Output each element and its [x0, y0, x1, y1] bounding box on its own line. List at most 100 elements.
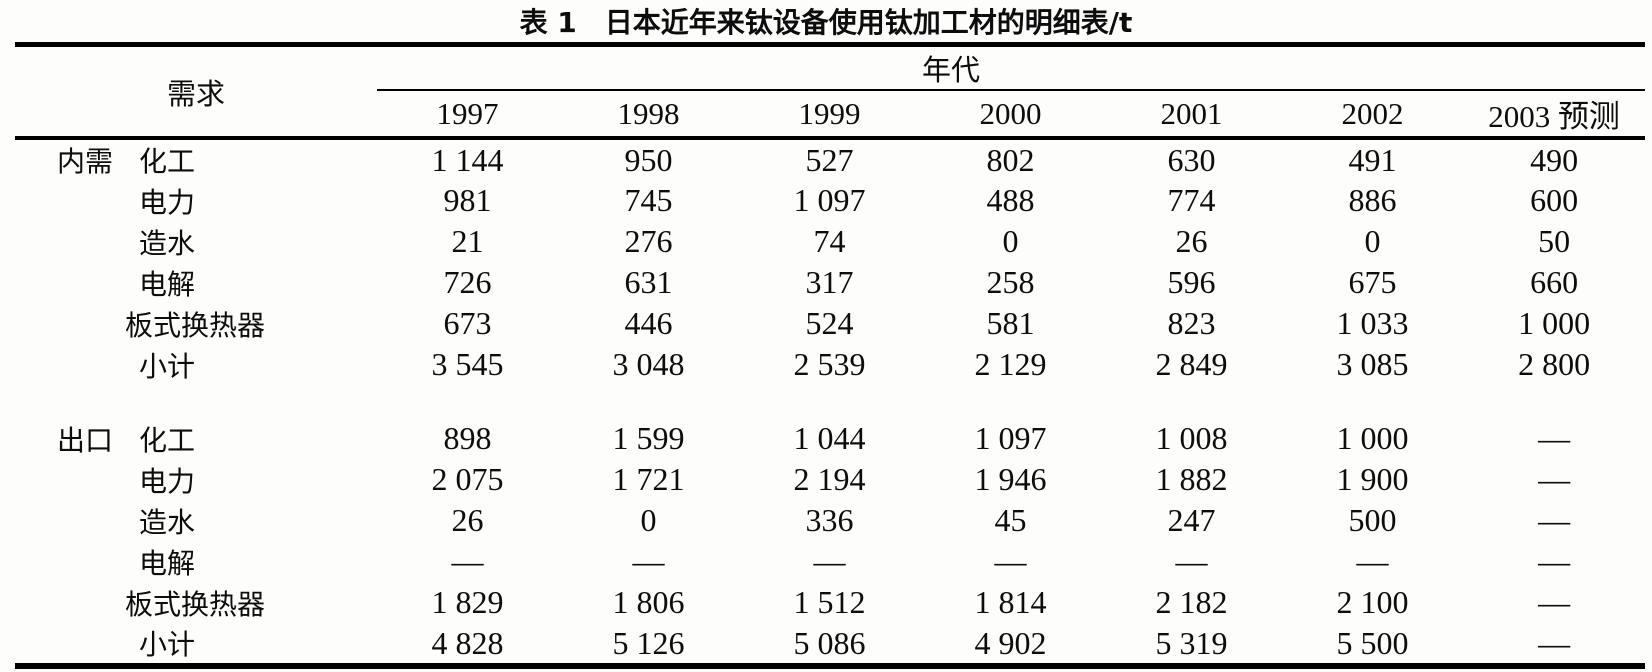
- spacer-cell: [209, 418, 377, 459]
- year-header: 2002: [1282, 90, 1464, 140]
- section-label: [15, 459, 125, 500]
- section-label: 内需: [57, 145, 114, 178]
- row-category-label: 化工: [138, 423, 195, 457]
- value-cell: 802: [986, 141, 1035, 178]
- spacer-cell: [209, 262, 377, 303]
- value-cell: 600: [1530, 182, 1579, 218]
- row-category-label: 电解: [138, 267, 195, 301]
- section-label: [15, 303, 125, 344]
- row-category-label: 板式换热器: [125, 308, 266, 342]
- value-cell: 1 000: [1336, 420, 1409, 456]
- value-cell: 247: [1167, 502, 1216, 538]
- era-group-header: 年代: [377, 44, 1646, 91]
- value-cell: 675: [1348, 264, 1397, 300]
- table-row: 小计 3 545 3 048 2 539 2 129 2 849 3 085 2 800: [15, 344, 1645, 385]
- value-cell: 1 806: [612, 584, 685, 620]
- value-cell: —: [632, 543, 665, 579]
- value-cell: —: [1175, 543, 1208, 579]
- value-cell: 2 539: [793, 346, 866, 382]
- table-row: 出口 化工 898 1 599 1 044 1 097 1 008 1 000 —: [15, 418, 1645, 459]
- value-cell: 774: [1167, 182, 1216, 218]
- table-row: 电力 981 745 1 097 488 774 886 600: [15, 180, 1645, 221]
- value-cell: —: [451, 543, 484, 579]
- value-cell: 1 512: [793, 584, 866, 620]
- demand-column-header: 需求: [15, 44, 378, 140]
- value-cell: 446: [624, 305, 673, 341]
- value-cell: 490: [1530, 141, 1579, 178]
- value-cell: 1 044: [793, 420, 866, 456]
- value-cell: 1 900: [1336, 461, 1409, 497]
- table-row: 小计 4 828 5 126 5 086 4 902 5 319 5 500 —: [15, 623, 1645, 666]
- row-category-label: 小计: [138, 628, 195, 661]
- value-cell: —: [813, 543, 846, 579]
- value-cell: 2 075: [431, 461, 504, 497]
- value-cell: 500: [1348, 502, 1397, 538]
- value-cell: 50: [1538, 223, 1571, 259]
- section-label: [15, 262, 125, 303]
- value-cell: 2 182: [1155, 584, 1228, 620]
- value-cell: —: [1538, 624, 1571, 661]
- value-cell: 1 599: [612, 420, 685, 456]
- section-gap-cell: [15, 385, 1645, 418]
- year-header: 2000: [920, 90, 1102, 140]
- value-cell: 21: [451, 223, 484, 259]
- table-header: 需求 年代 1997 1998 1999 2000 2001 2002 2003…: [15, 44, 1646, 140]
- value-cell: 2 800: [1518, 346, 1591, 382]
- value-cell: 336: [805, 502, 854, 538]
- value-cell: 276: [624, 223, 673, 259]
- value-cell: —: [1538, 543, 1571, 579]
- section-gap-row: [15, 385, 1645, 418]
- year-header: 2001: [1101, 90, 1283, 140]
- value-cell: 26: [451, 502, 484, 538]
- year-header: 1999: [739, 90, 921, 140]
- value-cell: 488: [986, 182, 1035, 218]
- spacer-cell: [209, 344, 377, 385]
- table-row: 造水 21 276 74 0 26 0 50: [15, 221, 1645, 262]
- value-cell: —: [1356, 543, 1389, 579]
- spacer-cell: [209, 459, 377, 500]
- value-cell: 1 144: [431, 141, 504, 178]
- row-category-label: 电力: [138, 464, 195, 498]
- row-category-label: 板式换热器: [125, 587, 266, 621]
- spacer-cell: [209, 541, 377, 582]
- value-cell: 1 721: [612, 461, 685, 497]
- value-cell: 74: [813, 223, 846, 259]
- value-cell: 581: [986, 305, 1035, 341]
- year-header: 1997: [377, 90, 559, 140]
- value-cell: —: [1538, 420, 1571, 456]
- value-cell: 5 086: [793, 624, 866, 661]
- value-cell: 0: [1364, 223, 1381, 259]
- spacer-cell: [209, 500, 377, 541]
- table-row: 电解 — — — — — — —: [15, 541, 1645, 582]
- value-cell: 673: [443, 305, 492, 341]
- value-cell: 3 545: [431, 346, 504, 382]
- row-category-label: 小计: [138, 349, 195, 383]
- table-row: 板式换热器 673 446 524 581 823 1 033 1 000: [15, 303, 1645, 344]
- value-cell: 0: [1002, 223, 1019, 259]
- value-cell: 823: [1167, 305, 1216, 341]
- table-row: 电解 726 631 317 258 596 675 660: [15, 262, 1645, 303]
- value-cell: —: [1538, 502, 1571, 538]
- value-cell: 1 000: [1518, 305, 1591, 341]
- value-cell: 630: [1167, 141, 1216, 178]
- row-category-label: 化工: [138, 145, 195, 178]
- value-cell: —: [994, 543, 1027, 579]
- row-category-label: 电力: [138, 185, 195, 219]
- value-cell: 3 085: [1336, 346, 1409, 382]
- table-title: 表 1 日本近年来钛设备使用钛加工材的明细表/t: [519, 6, 1133, 39]
- section-label: [15, 582, 125, 623]
- value-cell: 527: [805, 141, 854, 178]
- value-cell: 2 849: [1155, 346, 1228, 382]
- spacer-cell: [209, 138, 377, 180]
- row-category-label: 造水: [138, 226, 195, 260]
- table-row: 电力 2 075 1 721 2 194 1 946 1 882 1 900 —: [15, 459, 1645, 500]
- value-cell: 5 126: [612, 624, 685, 661]
- value-cell: 1 946: [974, 461, 1047, 497]
- value-cell: 886: [1348, 182, 1397, 218]
- year-header: 1998: [558, 90, 740, 140]
- value-cell: 1 008: [1155, 420, 1228, 456]
- value-cell: 1 097: [793, 182, 866, 218]
- table-row: 造水 26 0 336 45 247 500 —: [15, 500, 1645, 541]
- value-cell: 1 814: [974, 584, 1047, 620]
